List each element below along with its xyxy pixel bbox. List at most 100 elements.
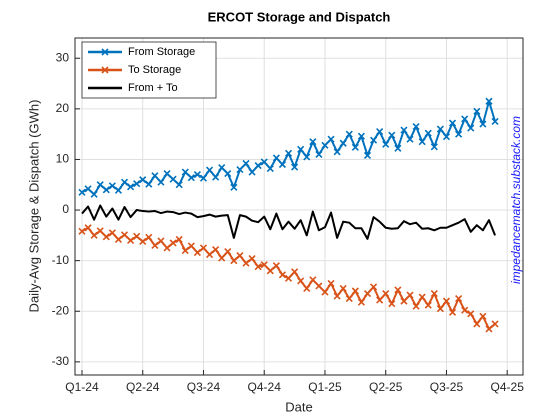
marker — [205, 251, 214, 259]
x-tick-label: Q3-25 — [430, 380, 464, 394]
marker — [175, 235, 183, 243]
marker — [339, 139, 347, 147]
marker — [260, 261, 268, 269]
marker — [224, 170, 232, 178]
marker — [424, 129, 432, 137]
marker — [157, 237, 165, 245]
marker — [430, 143, 438, 151]
marker — [376, 128, 384, 136]
marker — [230, 257, 238, 265]
marker — [297, 277, 305, 285]
marker — [467, 124, 475, 132]
marker — [455, 130, 463, 138]
marker — [133, 232, 141, 240]
marker — [315, 282, 323, 290]
marker — [114, 235, 122, 243]
marker — [199, 174, 208, 182]
x-tick-label: Q4-24 — [248, 380, 282, 394]
x-tick-label: Q1-25 — [308, 380, 342, 394]
marker — [297, 145, 305, 153]
series-line — [81, 204, 496, 240]
marker — [448, 119, 457, 127]
marker — [145, 180, 153, 188]
marker — [163, 244, 171, 252]
marker — [108, 229, 116, 237]
marker — [382, 140, 390, 148]
marker — [303, 153, 311, 161]
marker — [102, 233, 110, 241]
marker — [284, 274, 293, 282]
marker — [491, 320, 499, 328]
marker — [339, 284, 347, 293]
marker — [205, 166, 214, 174]
marker — [485, 97, 493, 105]
marker — [412, 302, 420, 310]
marker — [120, 231, 129, 239]
marker — [400, 126, 408, 134]
marker — [187, 242, 195, 250]
marker — [473, 107, 481, 115]
marker — [139, 237, 147, 245]
marker — [309, 138, 317, 146]
marker — [272, 154, 280, 162]
plot-frame — [74, 37, 524, 376]
marker — [363, 151, 372, 159]
marker — [151, 241, 159, 250]
marker — [412, 122, 420, 131]
marker — [218, 163, 226, 172]
marker — [278, 160, 287, 169]
marker — [369, 283, 378, 291]
marker — [357, 298, 365, 306]
marker — [485, 325, 493, 333]
y-tick-label: -10 — [52, 253, 70, 267]
marker — [102, 186, 110, 194]
marker — [327, 135, 335, 143]
marker — [254, 161, 262, 170]
marker — [212, 245, 220, 254]
marker — [127, 236, 135, 244]
marker — [236, 252, 244, 260]
marker — [406, 135, 414, 143]
marker — [266, 164, 274, 173]
marker — [96, 227, 104, 235]
marker — [169, 175, 177, 183]
marker — [345, 295, 353, 303]
marker — [291, 268, 299, 276]
legend-label: From + To — [128, 82, 178, 94]
marker — [442, 133, 451, 141]
marker — [90, 231, 98, 239]
marker — [333, 292, 341, 300]
marker — [467, 310, 475, 318]
marker — [157, 178, 165, 186]
marker — [151, 172, 159, 180]
marker — [388, 131, 396, 139]
marker — [461, 115, 469, 123]
marker — [175, 181, 183, 189]
marker — [133, 180, 141, 188]
marker — [479, 120, 487, 128]
marker — [479, 312, 487, 320]
marker — [139, 176, 147, 184]
marker — [278, 271, 287, 279]
x-tick-label: Q2-25 — [369, 380, 403, 394]
marker — [357, 132, 365, 140]
marker — [418, 293, 426, 301]
marker — [78, 188, 86, 196]
marker — [394, 286, 402, 294]
marker — [394, 144, 402, 152]
chart-title: ERCOT Storage and Dispatch — [208, 9, 391, 24]
legend-label: From Storage — [128, 46, 195, 58]
marker — [351, 143, 359, 151]
marker — [96, 181, 104, 189]
y-tick-label: -20 — [52, 303, 70, 317]
marker — [491, 117, 499, 126]
legend-marker — [101, 66, 109, 74]
marker — [230, 183, 238, 191]
marker — [369, 136, 378, 144]
marker — [382, 289, 390, 298]
y-tick-label: 0 — [62, 202, 69, 216]
marker — [315, 150, 323, 158]
marker — [212, 173, 220, 181]
marker — [363, 289, 372, 298]
